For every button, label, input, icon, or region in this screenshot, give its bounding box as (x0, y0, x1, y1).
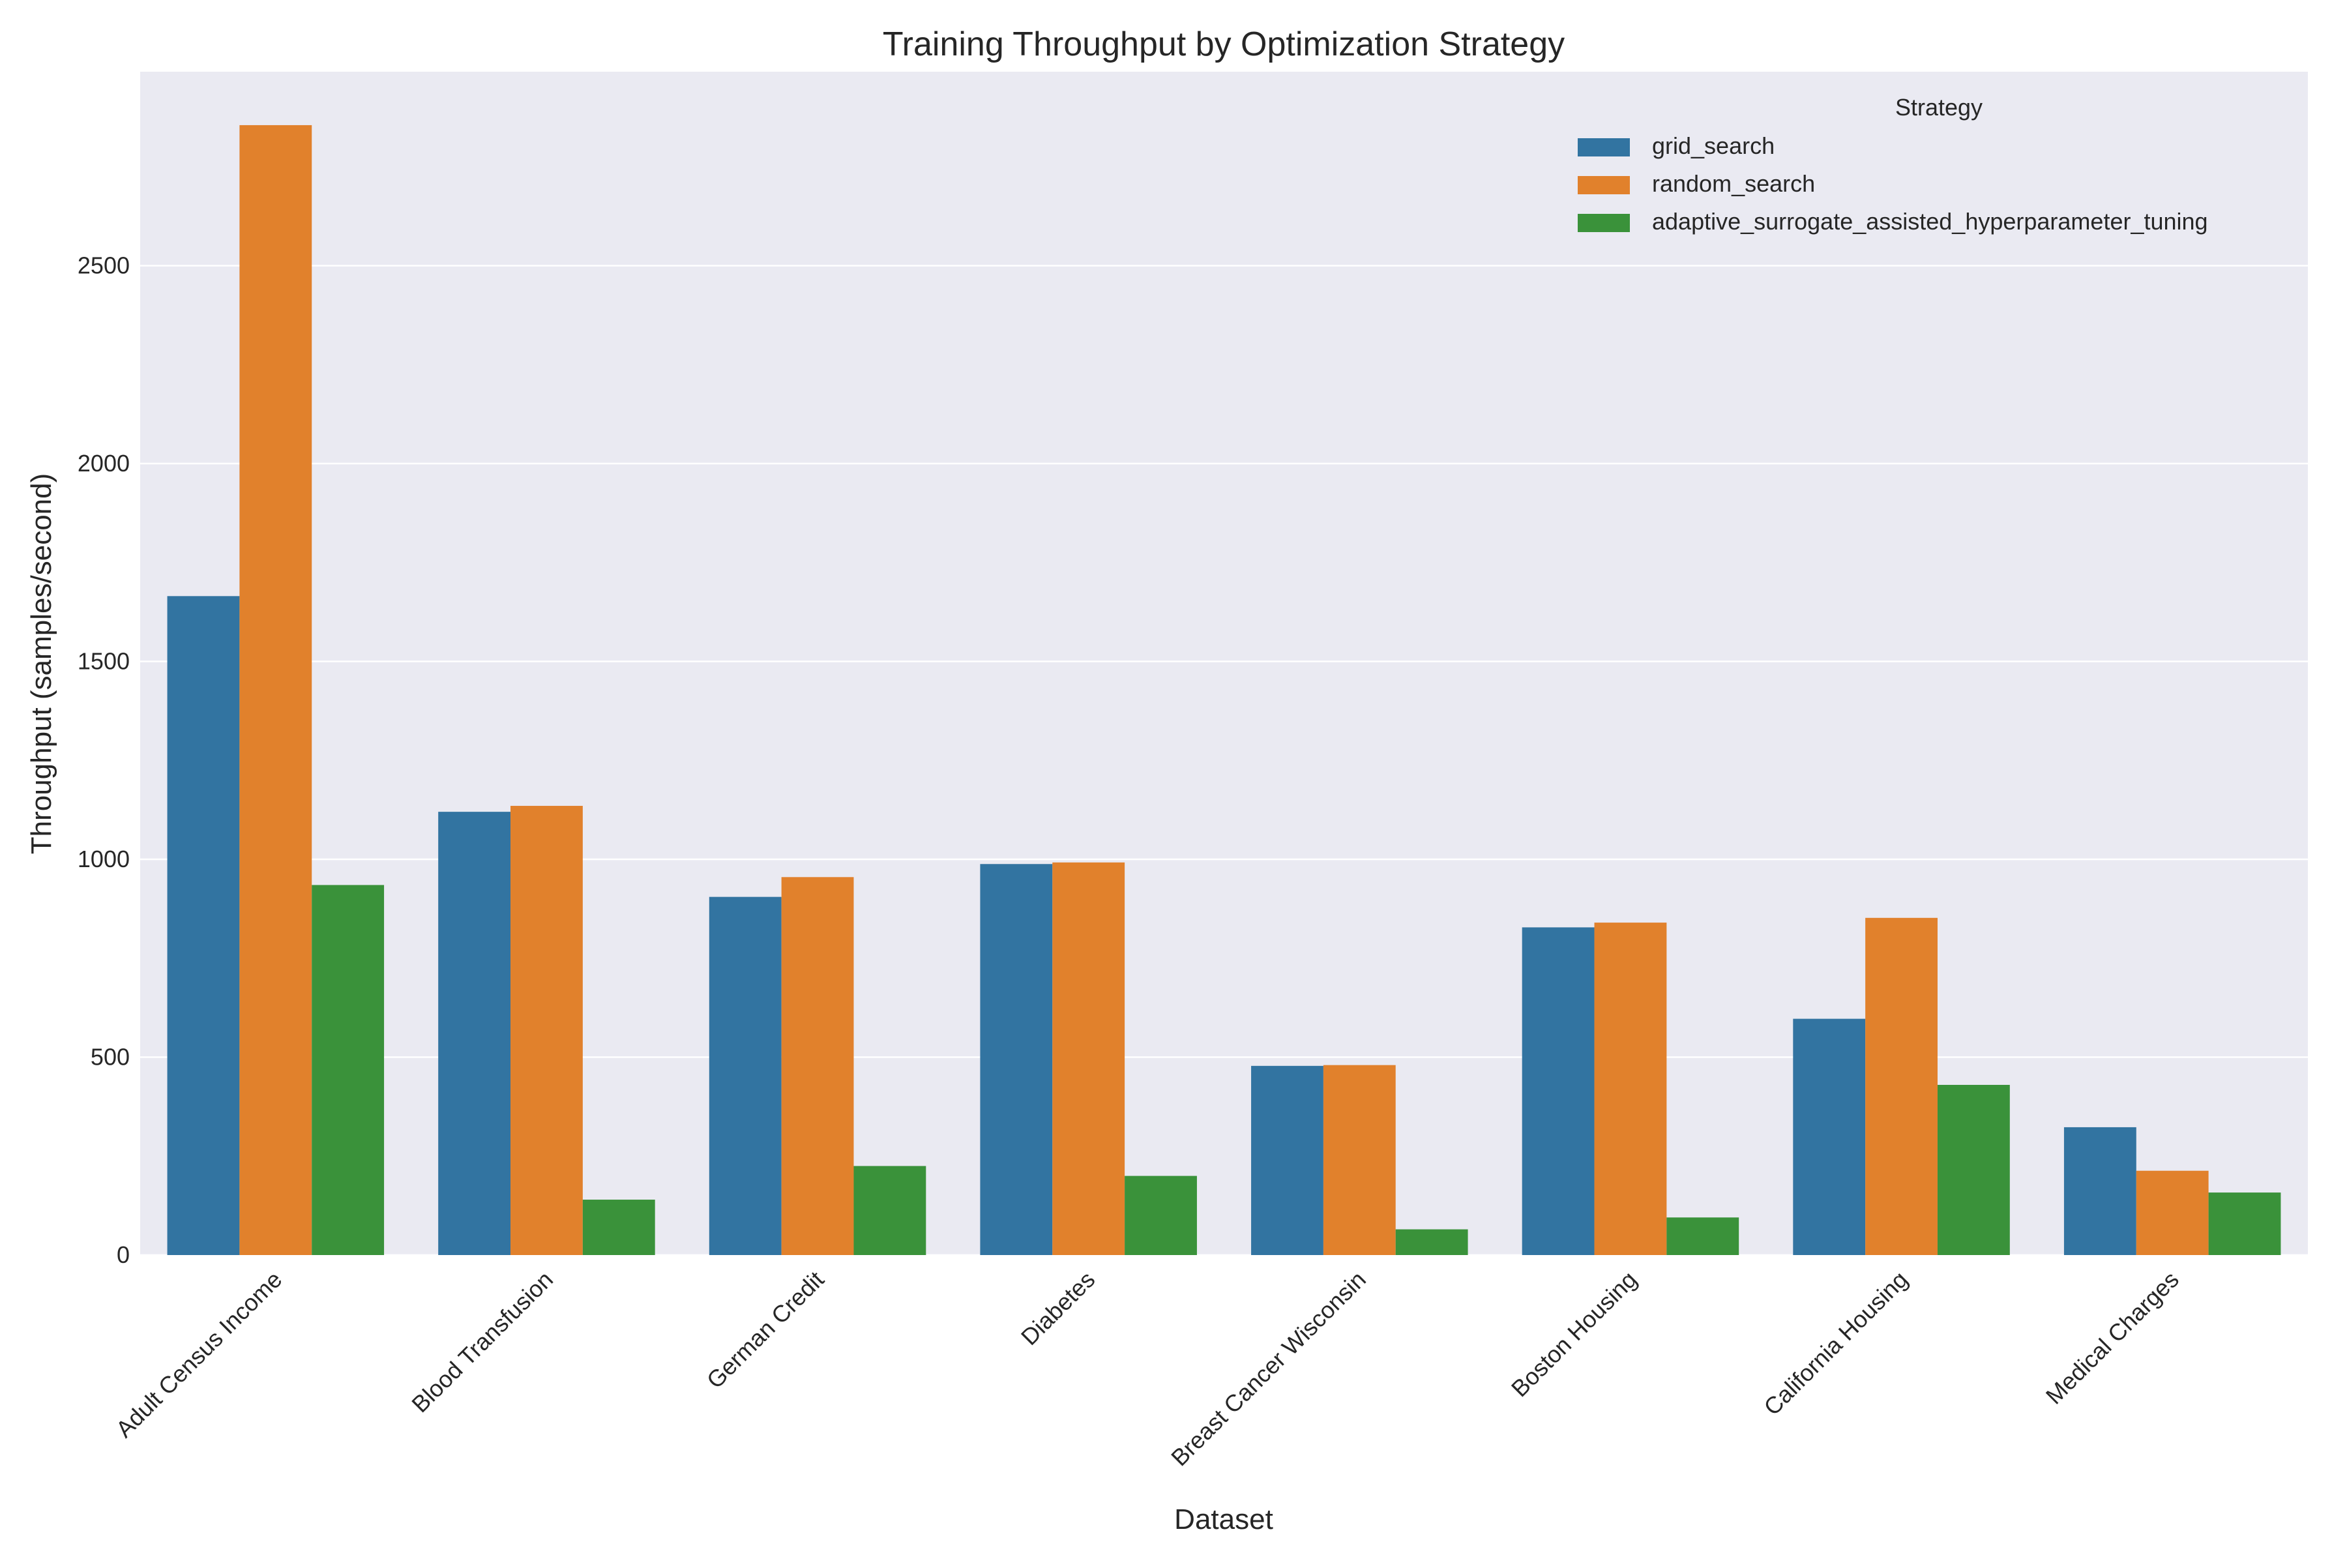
bar-grid-search (167, 596, 240, 1255)
legend-label: random_search (1652, 170, 1815, 197)
x-tick-label: Medical Charges (2041, 1266, 2184, 1410)
legend-items: grid_search random_search adaptive_surroga… (1578, 132, 2208, 235)
bars (167, 125, 2281, 1256)
chart-title: Training Throughput by Optimization Stra… (883, 25, 1565, 63)
bar-random-search (781, 877, 854, 1255)
legend-swatch (1578, 138, 1630, 156)
legend-title: Strategy (1895, 94, 1983, 121)
x-axis-title: Dataset (1174, 1503, 1273, 1535)
bar-grid-search (1251, 1065, 1323, 1255)
bar-random-search (1594, 923, 1667, 1255)
bar-adaptive-surrogate-assisted-hyperparameter-tuning (1666, 1217, 1739, 1255)
bar-random-search (2136, 1170, 2209, 1255)
y-tick-label: 0 (117, 1241, 130, 1268)
bar-grid-search (1793, 1018, 1866, 1255)
bar-adaptive-surrogate-assisted-hyperparameter-tuning (2208, 1192, 2281, 1255)
x-tick-label: Diabetes (1016, 1266, 1100, 1350)
y-tick-label: 500 (91, 1043, 130, 1070)
y-tick-label: 2500 (78, 252, 130, 278)
bar-random-search (1052, 862, 1125, 1255)
x-axis: Adult Census Income Blood Transfusion Germ… (111, 1266, 2184, 1472)
bar-random-search (1323, 1065, 1396, 1255)
bar-random-search (510, 806, 583, 1255)
bar-adaptive-surrogate-assisted-hyperparameter-tuning (582, 1200, 655, 1255)
y-axis-title: Throughput (samples/second) (25, 473, 57, 855)
bar-grid-search (980, 864, 1053, 1255)
x-tick-label: Adult Census Income (111, 1266, 288, 1443)
legend-label: adaptive_surrogate_assisted_hyperparamet… (1652, 208, 2208, 235)
bar-grid-search (2063, 1127, 2136, 1255)
legend-swatch (1578, 176, 1630, 194)
bar-random-search (1865, 917, 1938, 1255)
bar-grid-search (1522, 927, 1595, 1255)
x-tick-label: Blood Transfusion (406, 1266, 558, 1418)
y-tick-label: 2000 (78, 450, 130, 477)
bar-adaptive-surrogate-assisted-hyperparameter-tuning (1395, 1229, 1468, 1255)
legend-label: grid_search (1652, 132, 1775, 159)
bar-adaptive-surrogate-assisted-hyperparameter-tuning (853, 1166, 926, 1255)
y-axis: 0 500 1000 1500 2000 2500 (78, 252, 130, 1268)
legend-swatch (1578, 214, 1630, 232)
x-tick-label: California Housing (1758, 1266, 1913, 1421)
bar-adaptive-surrogate-assisted-hyperparameter-tuning (312, 885, 385, 1255)
bar-adaptive-surrogate-assisted-hyperparameter-tuning (1125, 1176, 1197, 1255)
legend: Strategy grid_search random_searchadaptiv… (1578, 94, 2208, 235)
x-tick-label: Boston Housing (1506, 1266, 1642, 1402)
x-tick-label: Breast Cancer Wisconsin (1166, 1266, 1371, 1472)
y-tick-label: 1500 (78, 647, 130, 674)
bar-grid-search (438, 812, 511, 1255)
bar-adaptive-surrogate-assisted-hyperparameter-tuning (1937, 1084, 2010, 1255)
bar-random-search (239, 125, 312, 1256)
bar-grid-search (709, 896, 782, 1255)
x-tick-label: German Credit (701, 1266, 829, 1394)
y-tick-label: 1000 (78, 846, 130, 872)
